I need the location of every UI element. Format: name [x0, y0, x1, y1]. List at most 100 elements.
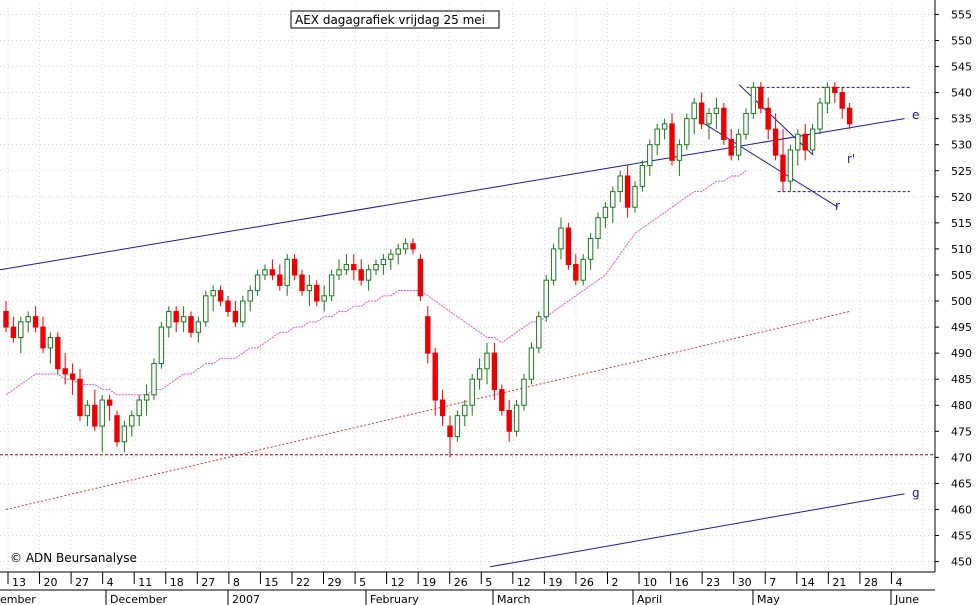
- candle-body: [728, 138, 734, 156]
- month-label: June: [894, 593, 919, 605]
- y-tick-label: 535: [951, 113, 972, 126]
- candle-body: [454, 415, 461, 438]
- candle-body: [106, 399, 113, 406]
- candle-body: [373, 264, 379, 271]
- candle-body: [499, 389, 505, 411]
- candle-body: [654, 128, 660, 146]
- ma-long-line: [5, 310, 850, 510]
- candle-body: [565, 227, 572, 266]
- x-tick-label: 18: [170, 576, 184, 589]
- candle-body: [269, 269, 276, 276]
- x-tick-label: 11: [138, 576, 152, 589]
- y-tick-label: 515: [951, 217, 972, 230]
- annotation-label: e: [912, 108, 919, 122]
- y-tick-label: 520: [951, 191, 972, 204]
- candle-body: [787, 149, 794, 182]
- candle-body: [713, 107, 720, 114]
- y-tick-label: 495: [951, 321, 972, 334]
- candle-body: [336, 269, 342, 276]
- x-tick-label: 30: [738, 576, 752, 589]
- candle-body: [284, 258, 290, 286]
- candle-body: [188, 316, 194, 333]
- candle-body: [706, 112, 712, 125]
- x-tick-label: 23: [706, 576, 720, 589]
- candle-body: [343, 264, 350, 271]
- candle-body: [173, 310, 179, 323]
- candle-body: [92, 404, 98, 427]
- candle-body: [698, 102, 705, 125]
- candle-body: [254, 274, 261, 292]
- x-tick-label: 15: [264, 576, 278, 589]
- candle-body: [595, 217, 601, 239]
- y-tick-label: 540: [951, 87, 972, 100]
- annotations: e r' r g: [835, 108, 920, 500]
- x-tick-label: 14: [801, 576, 815, 589]
- candle-body: [691, 102, 697, 120]
- candle-body: [824, 86, 831, 104]
- candle-body: [10, 326, 17, 339]
- x-tick-label: 27: [201, 576, 215, 589]
- x-tick-label: 10: [643, 576, 657, 589]
- x-tick-label: 16: [675, 576, 689, 589]
- x-tick-label: 26: [580, 576, 594, 589]
- candle-body: [380, 258, 387, 266]
- candle-body: [314, 284, 320, 302]
- candle-body: [247, 290, 253, 302]
- chart-title: AEX dagagrafiek vrijdag 25 mei: [295, 13, 485, 27]
- candle-body: [743, 112, 749, 135]
- candle-body: [469, 378, 475, 406]
- candle-body: [240, 300, 246, 323]
- candle-body: [55, 337, 61, 370]
- candle-body: [802, 133, 808, 151]
- candle-body: [624, 175, 631, 208]
- y-tick-label: 460: [951, 503, 972, 516]
- candle-body: [735, 133, 742, 156]
- annotation-label: r': [847, 152, 855, 166]
- candle-body: [232, 310, 239, 323]
- candle-body: [158, 326, 165, 365]
- x-tick-label: 2: [611, 576, 618, 589]
- x-tick-label: 19: [548, 576, 562, 589]
- x-tick-label: 4: [107, 576, 114, 589]
- candle-body: [129, 415, 135, 427]
- y-tick-label: 510: [951, 243, 972, 256]
- candle-body: [203, 295, 209, 323]
- y-tick-label: 475: [951, 425, 972, 438]
- candle-body: [395, 248, 401, 255]
- x-tick-label: 20: [44, 576, 58, 589]
- x-tick-label: 7: [769, 576, 776, 589]
- moving-averages: [5, 170, 850, 510]
- ma-short-line: [5, 170, 747, 396]
- candle-body: [543, 279, 549, 318]
- candle-body: [758, 86, 764, 109]
- candle-body: [647, 144, 653, 167]
- candle-body: [462, 404, 468, 417]
- trend-lines: [0, 84, 935, 568]
- copyright: © ADN Beursanalyse: [10, 551, 137, 565]
- trendline-g: [489, 493, 905, 568]
- candle-body: [491, 352, 498, 391]
- candle-body: [410, 243, 416, 250]
- candle-body: [484, 352, 490, 370]
- candle-body: [166, 310, 172, 328]
- candle-body: [3, 310, 9, 328]
- candle-body: [180, 316, 187, 323]
- candle-body: [77, 378, 83, 417]
- candle-body: [62, 368, 68, 375]
- candle-body: [69, 373, 76, 380]
- candle-body: [114, 415, 120, 443]
- month-label: ember: [0, 593, 36, 605]
- candle-body: [32, 316, 39, 328]
- x-tick-label: 4: [895, 576, 902, 589]
- candle-body: [210, 290, 216, 297]
- x-tick-label: 13: [12, 576, 26, 589]
- candle-body: [121, 425, 128, 443]
- x-tick-label: 5: [359, 576, 366, 589]
- candle-body: [402, 243, 409, 250]
- candle-body: [809, 128, 816, 151]
- y-tick-label: 550: [951, 34, 972, 47]
- y-tick-label: 465: [951, 477, 972, 490]
- y-tick-label: 470: [951, 451, 972, 464]
- candle-body: [661, 123, 668, 130]
- candle-body: [580, 258, 586, 281]
